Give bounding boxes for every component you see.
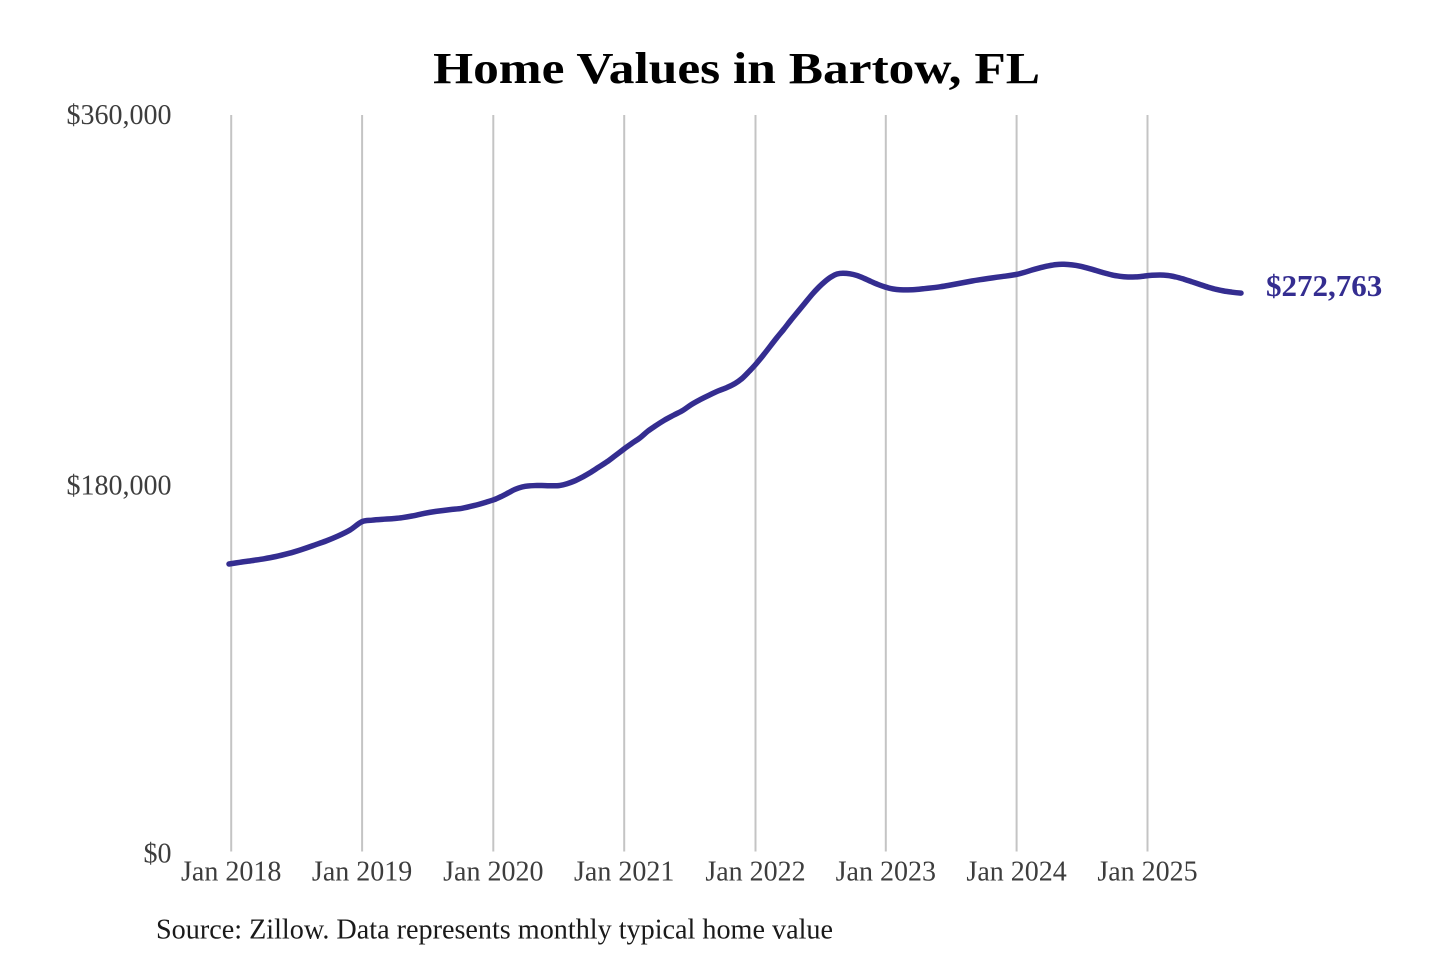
svg-text:Jan 2019: Jan 2019: [312, 857, 412, 888]
svg-text:Source: Zillow. Data represent: Source: Zillow. Data represents monthly …: [156, 914, 833, 946]
svg-text:Jan 2023: Jan 2023: [836, 857, 936, 888]
svg-text:$180,000: $180,000: [67, 471, 172, 502]
svg-text:Jan 2024: Jan 2024: [966, 857, 1066, 888]
svg-text:$0: $0: [144, 839, 172, 870]
svg-text:Jan 2020: Jan 2020: [443, 857, 543, 888]
svg-text:Jan 2022: Jan 2022: [705, 857, 805, 888]
svg-text:Jan 2021: Jan 2021: [574, 857, 674, 888]
svg-text:$360,000: $360,000: [67, 100, 172, 131]
svg-text:Home Values in Bartow, FL: Home Values in Bartow, FL: [433, 44, 1040, 93]
svg-text:Jan 2018: Jan 2018: [181, 857, 281, 888]
svg-text:Jan 2025: Jan 2025: [1097, 857, 1197, 888]
svg-text:$272,763: $272,763: [1266, 268, 1382, 303]
